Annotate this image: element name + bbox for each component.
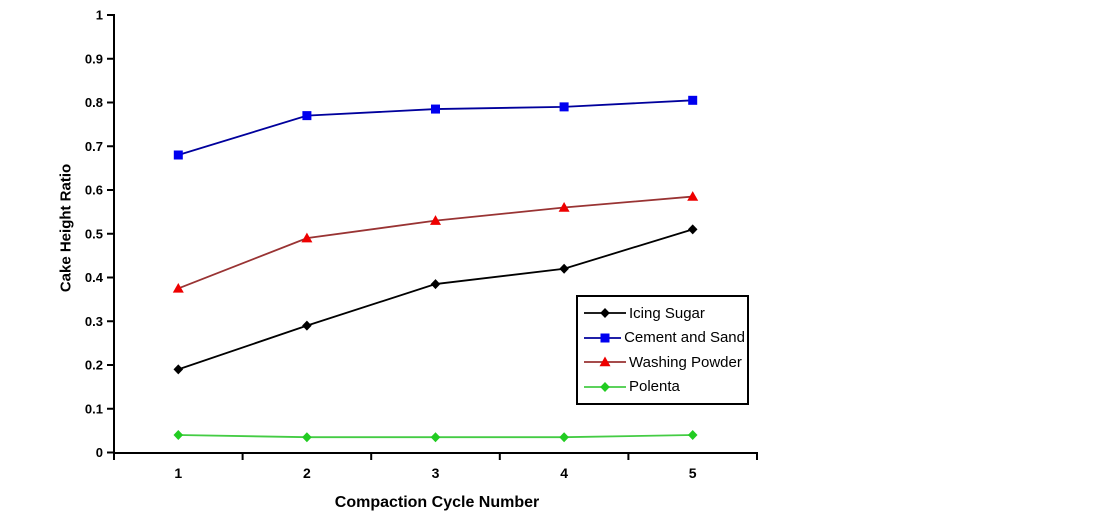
legend-label: Icing Sugar — [629, 304, 705, 322]
series-line-2 — [177, 195, 693, 290]
legend-label: Polenta — [629, 378, 680, 396]
y-tick-label: 1 — [96, 8, 103, 23]
diamond-marker — [559, 432, 569, 443]
diamond-marker — [559, 263, 569, 274]
diamond-marker — [600, 381, 610, 392]
x-tick-label: 3 — [432, 465, 440, 481]
legend-label: Washing Powder — [629, 353, 742, 371]
legend-item: Cement and Sand — [584, 326, 745, 350]
legend: Icing Sugar Cement and Sand Washing Powd… — [576, 295, 749, 405]
y-tick-label: 0.3 — [85, 314, 103, 329]
legend-item: Washing Powder — [584, 350, 745, 374]
square-marker — [431, 104, 440, 114]
diamond-marker — [687, 430, 698, 440]
x-axis-title: Compaction Cycle Number — [334, 494, 540, 511]
diamond-marker — [173, 430, 184, 440]
x-tick-label: 5 — [689, 465, 697, 481]
diamond-marker — [600, 308, 610, 319]
y-tick-label: 0.4 — [85, 270, 104, 285]
diamond-marker — [173, 364, 184, 375]
x-tick-label: 2 — [303, 465, 311, 481]
triangle-marker — [687, 191, 699, 201]
y-axis-title: Cake Height Ratio — [57, 163, 75, 293]
y-tick-label: 0.9 — [85, 51, 103, 66]
legend-line-sample — [584, 333, 622, 343]
y-tick-label: 0.1 — [85, 401, 103, 416]
diamond-marker — [302, 320, 312, 331]
diamond-marker — [687, 224, 698, 235]
square-marker — [600, 333, 610, 343]
triangle-marker — [599, 356, 611, 367]
triangle-marker — [558, 202, 570, 212]
y-tick-label: 0.5 — [85, 226, 103, 241]
x-tick-label: 4 — [560, 465, 568, 481]
square-marker — [688, 95, 698, 105]
legend-item: Icing Sugar — [584, 301, 745, 325]
triangle-marker — [430, 215, 441, 225]
y-tick-label: 0.7 — [85, 139, 103, 154]
diamond-marker — [302, 432, 312, 443]
y-tick-label: 0.6 — [85, 183, 103, 198]
y-tick-label: 0.2 — [85, 358, 103, 373]
legend-item: Polenta — [584, 375, 745, 399]
y-tick-label: 0 — [96, 445, 103, 460]
diamond-marker — [430, 279, 441, 290]
legend-line-sample — [584, 356, 626, 367]
square-marker — [302, 111, 312, 121]
y-tick-label: 0.8 — [85, 95, 103, 110]
diamond-marker — [430, 432, 441, 443]
triangle-marker — [172, 282, 184, 293]
x-tick-label: 1 — [174, 465, 182, 481]
triangle-marker — [301, 232, 313, 243]
square-marker — [173, 150, 183, 160]
legend-line-sample — [584, 381, 626, 392]
square-marker — [559, 102, 569, 112]
legend-label: Cement and Sand — [624, 329, 745, 347]
legend-line-sample — [584, 308, 626, 319]
